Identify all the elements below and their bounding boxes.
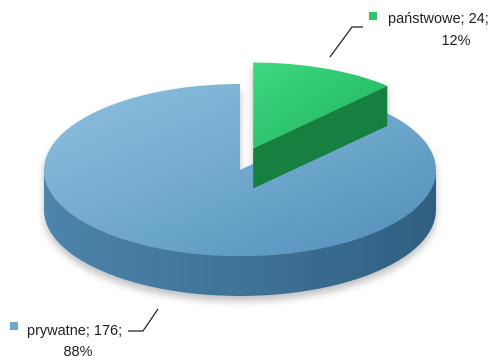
legend-key-panstwowe — [369, 12, 377, 20]
slice-panstwowe — [253, 62, 388, 189]
slice-prywatne-side — [44, 170, 436, 296]
data-label-panstwowe: państwowe; 24; — [388, 11, 489, 27]
data-label-panstwowe-percent: 12% — [441, 33, 470, 49]
legend-key-prywatne — [10, 322, 18, 330]
data-label-prywatne-line1: prywatne; 176; — [27, 323, 122, 339]
data-label-prywatne-percent: 88% — [63, 344, 92, 356]
slice-panstwowe-top — [253, 62, 388, 149]
leader-line-panstwowe — [329, 26, 363, 58]
slice-panstwowe-cut-face — [253, 85, 388, 189]
data-label-panstwowe-line1: państwowe; 24; — [388, 11, 489, 27]
data-label-prywatne: prywatne; 176; — [27, 323, 122, 339]
leader-line-prywatne — [128, 308, 159, 332]
